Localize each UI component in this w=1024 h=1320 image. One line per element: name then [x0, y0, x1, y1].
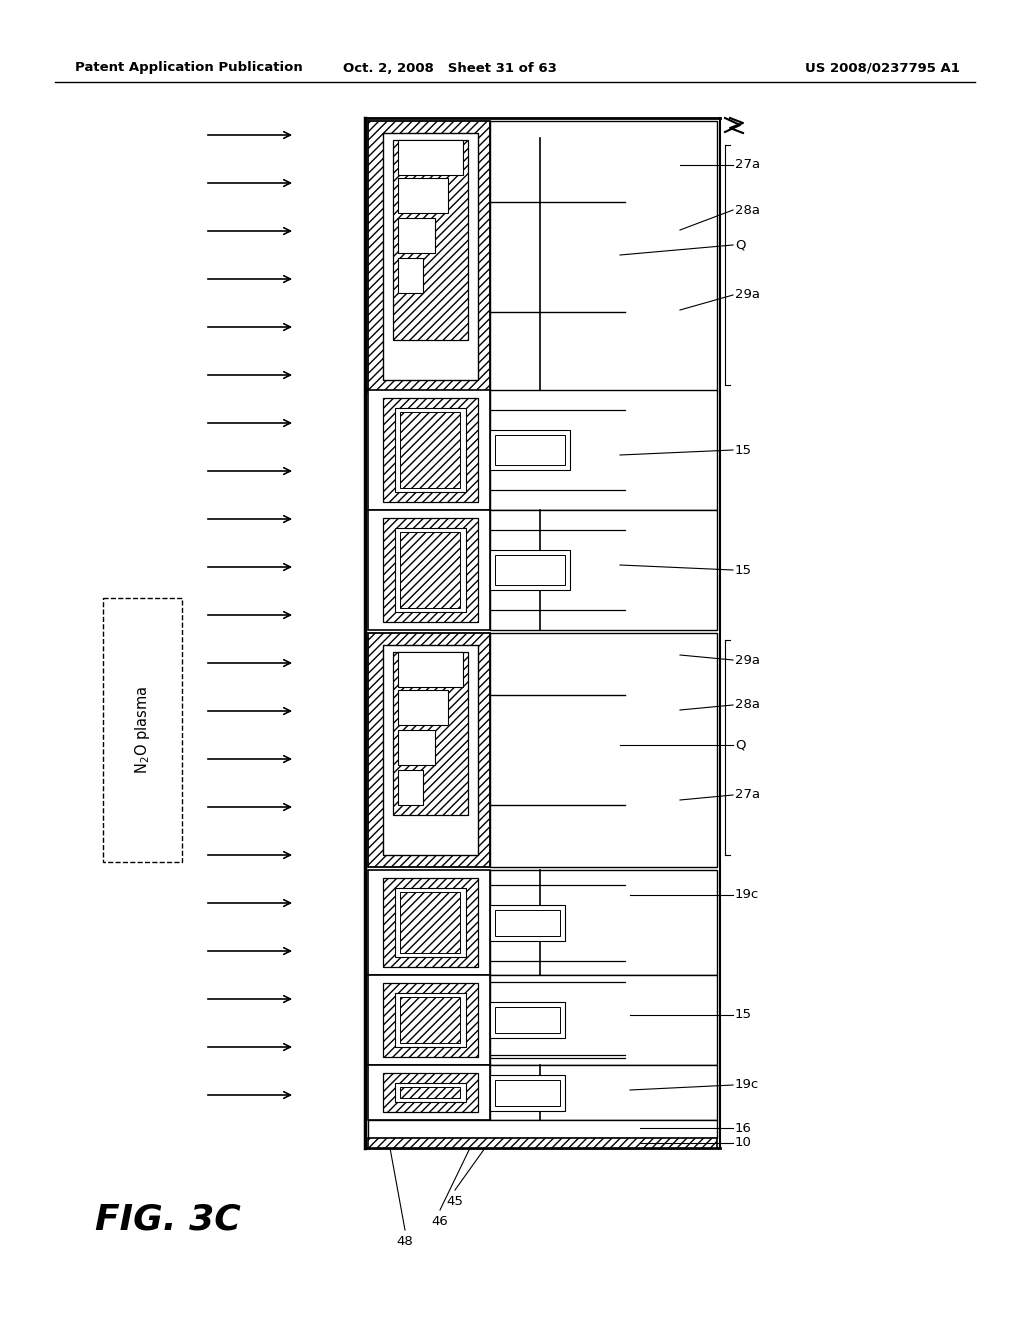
Bar — [398, 140, 463, 176]
Bar — [368, 1119, 717, 1138]
Text: 28a: 28a — [735, 698, 760, 711]
Text: 48: 48 — [396, 1236, 414, 1247]
Bar — [383, 983, 478, 1057]
Bar — [393, 652, 468, 814]
Bar — [490, 1002, 565, 1038]
Text: 16: 16 — [735, 1122, 752, 1134]
Text: US 2008/0237795 A1: US 2008/0237795 A1 — [805, 62, 961, 74]
Text: 46: 46 — [432, 1214, 449, 1228]
Text: 15: 15 — [735, 564, 752, 577]
Bar — [398, 690, 449, 725]
Bar — [395, 993, 466, 1047]
Bar — [383, 645, 478, 855]
Bar — [398, 257, 423, 293]
Bar — [490, 121, 717, 392]
Text: 45: 45 — [446, 1195, 464, 1208]
Bar — [383, 399, 478, 502]
Bar — [400, 892, 460, 953]
Bar — [395, 528, 466, 612]
Text: 28a: 28a — [735, 203, 760, 216]
Bar — [395, 408, 466, 492]
Bar — [400, 997, 460, 1043]
Bar — [383, 878, 478, 968]
Text: Patent Application Publication: Patent Application Publication — [75, 62, 303, 74]
Bar — [398, 218, 435, 253]
Bar — [490, 975, 717, 1065]
Bar — [383, 133, 478, 380]
Text: 27a: 27a — [735, 788, 760, 801]
Text: FIG. 3C: FIG. 3C — [95, 1203, 241, 1237]
Bar — [495, 1080, 560, 1106]
Bar — [490, 550, 570, 590]
Bar — [368, 121, 490, 392]
Text: 10: 10 — [735, 1137, 752, 1150]
Text: Oct. 2, 2008   Sheet 31 of 63: Oct. 2, 2008 Sheet 31 of 63 — [343, 62, 557, 74]
Bar — [490, 1065, 717, 1119]
Bar — [395, 1082, 466, 1102]
FancyBboxPatch shape — [103, 598, 182, 862]
Bar — [398, 770, 423, 805]
Bar — [400, 1086, 460, 1098]
Bar — [495, 436, 565, 465]
Bar — [495, 1007, 560, 1034]
Bar — [368, 1138, 717, 1148]
Bar — [490, 430, 570, 470]
Bar — [368, 389, 490, 510]
Bar — [490, 870, 717, 975]
Bar — [490, 389, 717, 510]
Text: 15: 15 — [735, 444, 752, 457]
Bar — [383, 1073, 478, 1111]
Text: 15: 15 — [735, 1008, 752, 1022]
Text: Q: Q — [735, 239, 745, 252]
Bar — [490, 634, 717, 867]
Bar — [490, 510, 717, 630]
Bar — [383, 517, 478, 622]
Text: 19c: 19c — [735, 1078, 759, 1092]
Bar — [368, 975, 490, 1065]
Bar — [400, 412, 460, 488]
Bar — [368, 510, 490, 630]
Text: 29a: 29a — [735, 653, 760, 667]
Bar — [490, 904, 565, 940]
Bar — [495, 554, 565, 585]
Bar — [368, 1065, 490, 1119]
Bar — [495, 909, 560, 936]
Bar — [368, 870, 490, 975]
Bar — [368, 634, 490, 867]
Text: 27a: 27a — [735, 158, 760, 172]
Bar — [393, 140, 468, 341]
Bar — [395, 888, 466, 957]
Bar — [398, 178, 449, 213]
Bar — [398, 652, 463, 686]
Text: Q: Q — [735, 738, 745, 751]
Text: 19c: 19c — [735, 888, 759, 902]
Bar — [400, 532, 460, 609]
Text: N$_2$O plasma: N$_2$O plasma — [133, 686, 153, 774]
Bar — [490, 1074, 565, 1110]
Text: 29a: 29a — [735, 289, 760, 301]
Bar — [398, 730, 435, 766]
